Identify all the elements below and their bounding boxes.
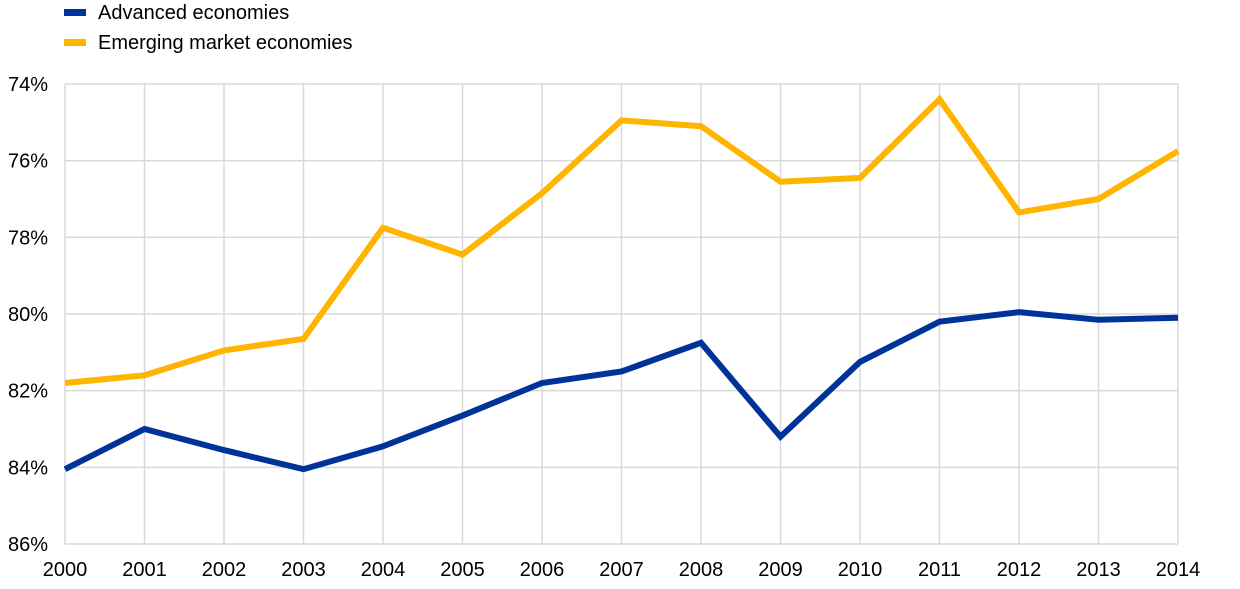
legend-swatch — [64, 9, 86, 16]
legend-swatch — [64, 39, 86, 46]
x-tick-label: 2004 — [361, 559, 406, 581]
y-tick-label: 78% — [8, 227, 48, 249]
x-tick-label: 2014 — [1156, 559, 1201, 581]
series-line-advanced-economies — [63, 309, 1179, 473]
legend-label: Emerging market economies — [98, 32, 353, 54]
y-tick-label: 76% — [8, 151, 48, 173]
x-tick-label: 2002 — [202, 559, 247, 581]
legend-label: Advanced economies — [98, 2, 289, 24]
x-tick-label: 2007 — [599, 559, 644, 581]
x-tick-label: 2012 — [997, 559, 1042, 581]
grid — [64, 83, 1179, 545]
y-tick-label: 74% — [8, 74, 48, 96]
x-tick-label: 2001 — [122, 559, 167, 581]
y-tick-label: 86% — [8, 534, 48, 556]
x-tick-label: 2005 — [440, 559, 485, 581]
series-line-emerging-market-economies — [64, 94, 1180, 386]
y-tick-label: 80% — [8, 304, 48, 326]
x-axis-tick-labels: 2000 2001 2002 2003 2004 2005 2006 2007 2008 2009… — [43, 559, 1201, 581]
x-tick-label: 2008 — [679, 559, 724, 581]
y-tick-label: 84% — [8, 457, 48, 479]
y-tick-label: 82% — [8, 381, 48, 403]
y-axis-tick-labels: 74% 76% 78% 80% 82% 84% 86% — [8, 74, 48, 556]
legend: Advanced economies Emerging market econom… — [64, 2, 353, 54]
x-tick-label: 2006 — [520, 559, 565, 581]
x-tick-label: 2011 — [918, 559, 961, 581]
x-tick-label: 2013 — [1076, 559, 1121, 581]
x-tick-label: 2000 — [43, 559, 88, 581]
x-tick-label: 2010 — [838, 559, 883, 581]
series-lines — [63, 94, 1180, 473]
x-tick-label: 2009 — [758, 559, 803, 581]
x-tick-label: 2003 — [281, 559, 326, 581]
